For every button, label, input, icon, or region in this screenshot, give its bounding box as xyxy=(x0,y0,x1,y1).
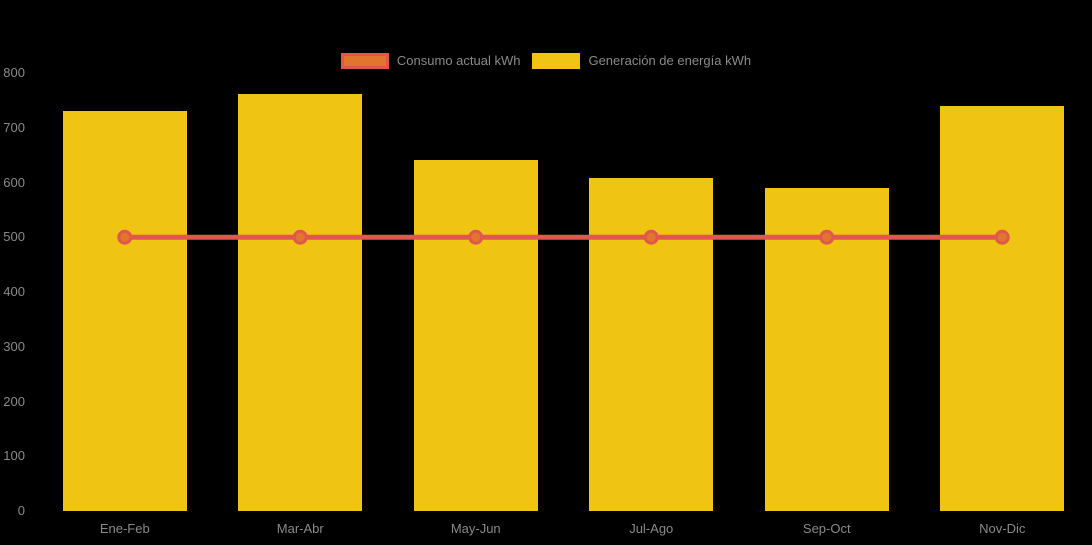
legend-label-consumo-actual: Consumo actual kWh xyxy=(396,53,521,68)
y-axis-tick-label: 300 xyxy=(3,338,25,354)
line-point-marker[interactable] xyxy=(819,229,835,245)
bar-May-Jun[interactable] xyxy=(413,159,538,511)
y-axis-tick-label: 500 xyxy=(3,229,25,245)
bar-Jul-Ago[interactable] xyxy=(589,178,714,511)
bar-Mar-Abr[interactable] xyxy=(238,93,363,511)
x-axis-category-label: May-Jun xyxy=(450,521,501,536)
y-axis-tick-label: 600 xyxy=(3,174,25,190)
line-point-marker[interactable] xyxy=(643,229,659,245)
y-axis-tick-label: 100 xyxy=(3,448,25,464)
legend-item-generacion-energia[interactable]: Generación de energía kWh xyxy=(532,53,751,69)
line-point-marker[interactable] xyxy=(292,229,308,245)
bar-Nov-Dic[interactable] xyxy=(940,105,1065,511)
y-axis-tick-label: 0 xyxy=(17,503,25,518)
chart-legend: Consumo actual kWh Generación de energía… xyxy=(0,46,1092,76)
y-axis-tick-label: 700 xyxy=(3,119,25,135)
line-point-marker[interactable] xyxy=(117,229,133,245)
legend-item-consumo-actual[interactable]: Consumo actual kWh xyxy=(340,53,521,69)
y-axis-tick-label: 200 xyxy=(3,393,25,409)
legend-line-swatch xyxy=(340,53,389,69)
x-axis-category-label: Mar-Abr xyxy=(276,521,324,536)
bar-Ene-Feb[interactable] xyxy=(62,111,187,511)
x-axis-category-label: Sep-Oct xyxy=(802,521,851,536)
legend-label-generacion-energia: Generación de energía kWh xyxy=(588,53,752,68)
x-axis-category-label: Nov-Dic xyxy=(979,521,1026,536)
line-point-marker[interactable] xyxy=(994,229,1010,245)
x-axis-category-label: Jul-Ago xyxy=(629,521,674,536)
y-axis-tick-label: 400 xyxy=(3,284,25,299)
legend-bar-swatch xyxy=(532,53,581,69)
y-axis-tick-label: 800 xyxy=(3,65,25,80)
x-axis-category-label: Ene-Feb xyxy=(99,521,150,536)
line-point-marker[interactable] xyxy=(468,229,484,245)
